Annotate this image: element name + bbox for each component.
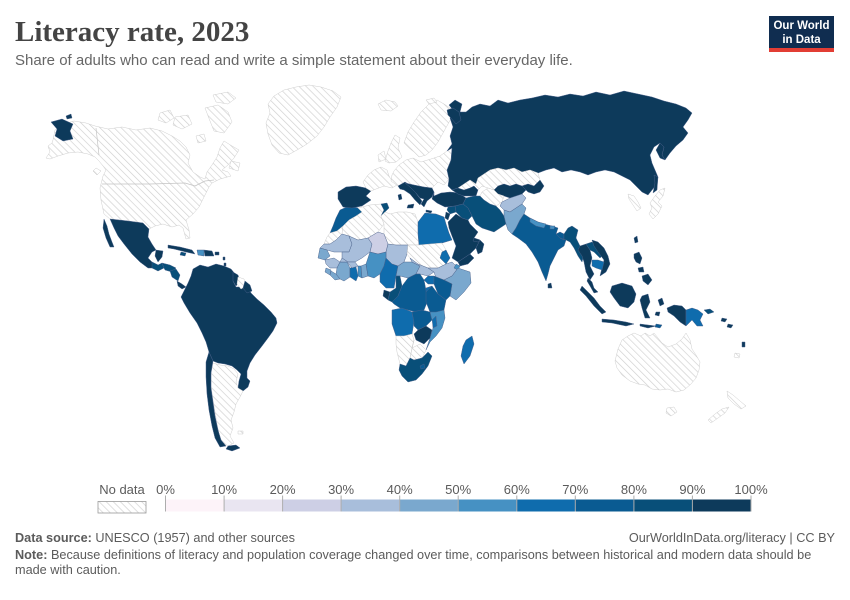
svg-text:90%: 90% (679, 482, 705, 497)
svg-text:30%: 30% (328, 482, 354, 497)
svg-text:60%: 60% (504, 482, 530, 497)
svg-text:10%: 10% (211, 482, 237, 497)
svg-text:20%: 20% (270, 482, 296, 497)
svg-text:70%: 70% (562, 482, 588, 497)
svg-text:0%: 0% (156, 482, 175, 497)
svg-text:40%: 40% (387, 482, 413, 497)
svg-text:No data: No data (99, 482, 145, 497)
svg-text:50%: 50% (445, 482, 471, 497)
svg-text:100%: 100% (734, 482, 768, 497)
svg-text:80%: 80% (621, 482, 647, 497)
